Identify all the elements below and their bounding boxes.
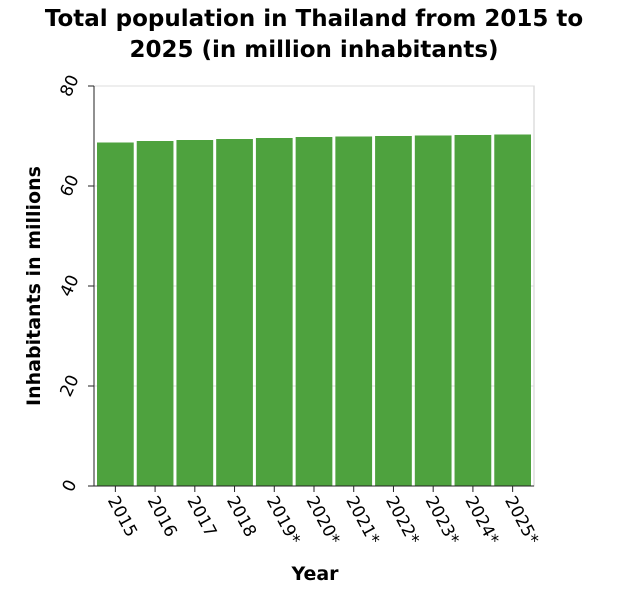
x-tick-label: 2022* — [381, 493, 423, 548]
y-tick-label: 60 — [56, 172, 83, 200]
bar — [176, 140, 214, 486]
y-tick-label: 40 — [56, 272, 83, 300]
bar — [255, 138, 293, 486]
bar — [97, 142, 134, 486]
x-tick-label: 2016 — [143, 493, 181, 541]
y-axis-label: Inhabitants in millions — [23, 166, 45, 406]
x-tick-label: 2017 — [182, 493, 220, 541]
x-tick-label: 2020* — [302, 493, 344, 548]
bar — [414, 135, 452, 486]
y-tick-label: 0 — [59, 477, 82, 495]
bar — [375, 136, 412, 486]
x-tick-label: 2018 — [222, 493, 260, 541]
x-tick-label: 2015 — [103, 493, 141, 541]
x-tick-label: 2024* — [460, 493, 502, 548]
x-axis-label: Year — [290, 563, 339, 585]
x-tick-label: 2023* — [421, 493, 463, 548]
bar — [136, 141, 174, 486]
bar — [454, 135, 492, 486]
chart-title-line-1: Total population in Thailand from 2015 t… — [44, 6, 584, 32]
bar — [295, 137, 333, 486]
x-tick-label: 2025* — [500, 493, 542, 548]
y-tick-label: 20 — [56, 372, 83, 400]
x-axis-ticks: 2015 2016 2017 2018 2019*2020*2021*2022*2023… — [103, 486, 542, 548]
x-tick-label: 2021* — [341, 493, 383, 548]
bar — [216, 139, 253, 486]
bar — [335, 136, 373, 486]
y-axis-ticks: 0 20 40 60 80 — [56, 72, 94, 495]
bars — [97, 134, 531, 486]
y-tick-label: 80 — [56, 72, 83, 100]
x-tick-label: 2019* — [262, 493, 304, 548]
chart-title-line-2: 2025 (in million inhabitants) — [129, 37, 499, 63]
chart-title: Total population in Thailand from 2015 t… — [0, 4, 628, 66]
bar — [494, 134, 531, 486]
